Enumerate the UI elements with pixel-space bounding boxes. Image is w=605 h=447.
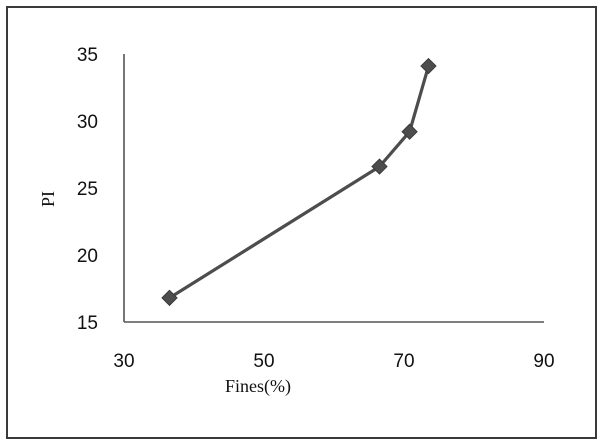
series bbox=[161, 57, 437, 307]
x-axis-label: Fines(%) bbox=[225, 376, 291, 397]
x-tick-labels: 30 50 70 90 bbox=[113, 351, 554, 372]
y-tick-label: 25 bbox=[77, 179, 98, 200]
x-tick-label: 70 bbox=[393, 351, 414, 372]
data-point-marker bbox=[420, 57, 437, 75]
series-line bbox=[167, 64, 431, 300]
x-tick-label: 90 bbox=[533, 351, 554, 372]
y-tick-label: 30 bbox=[77, 112, 98, 133]
data-point-marker bbox=[371, 158, 388, 175]
axes bbox=[123, 54, 544, 323]
y-tick-label: 15 bbox=[77, 313, 98, 334]
y-tick-labels: 15 20 25 30 35 bbox=[77, 45, 98, 334]
y-axis-label: PI bbox=[38, 191, 58, 207]
x-tick-label: 50 bbox=[253, 351, 274, 372]
x-tick-label: 30 bbox=[113, 351, 134, 372]
chart-frame bbox=[6, 6, 597, 439]
data-point-marker bbox=[401, 123, 418, 140]
data-point-marker bbox=[161, 289, 178, 307]
y-tick-label: 20 bbox=[77, 246, 98, 267]
y-tick-label: 35 bbox=[77, 45, 98, 66]
